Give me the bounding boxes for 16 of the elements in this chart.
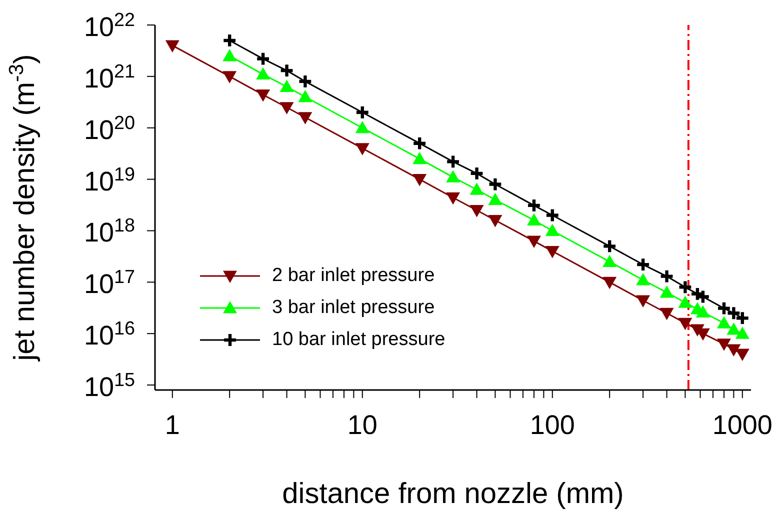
y-tick-label: 10$^{20}$	[84, 112, 135, 145]
y-tick-label: 10$^{19}$	[84, 164, 135, 196]
y-tick-label: 10$^{15}$	[84, 370, 135, 402]
x-tick-label: 10	[347, 410, 378, 440]
y-tick-label: 10$^{16}$	[84, 318, 135, 351]
legend-label: 3 bar inlet pressure	[272, 297, 435, 319]
x-axis-title: distance from nozzle (mm)	[282, 478, 624, 510]
y-tick-label: 10$^{21}$	[84, 60, 135, 94]
y-tick-label: 10$^{18}$	[84, 215, 135, 248]
x-tick-label: 1	[164, 410, 180, 440]
y-tick-label: 10$^{17}$	[84, 266, 135, 300]
x-tick-label: 1000	[712, 410, 772, 440]
legend-label: 10 bar inlet pressure	[272, 329, 446, 351]
y-tick-label: 10$^{22}$	[84, 10, 135, 42]
legend-label: 2 bar inlet pressure	[272, 265, 435, 287]
x-tick-label: 100	[530, 410, 575, 440]
